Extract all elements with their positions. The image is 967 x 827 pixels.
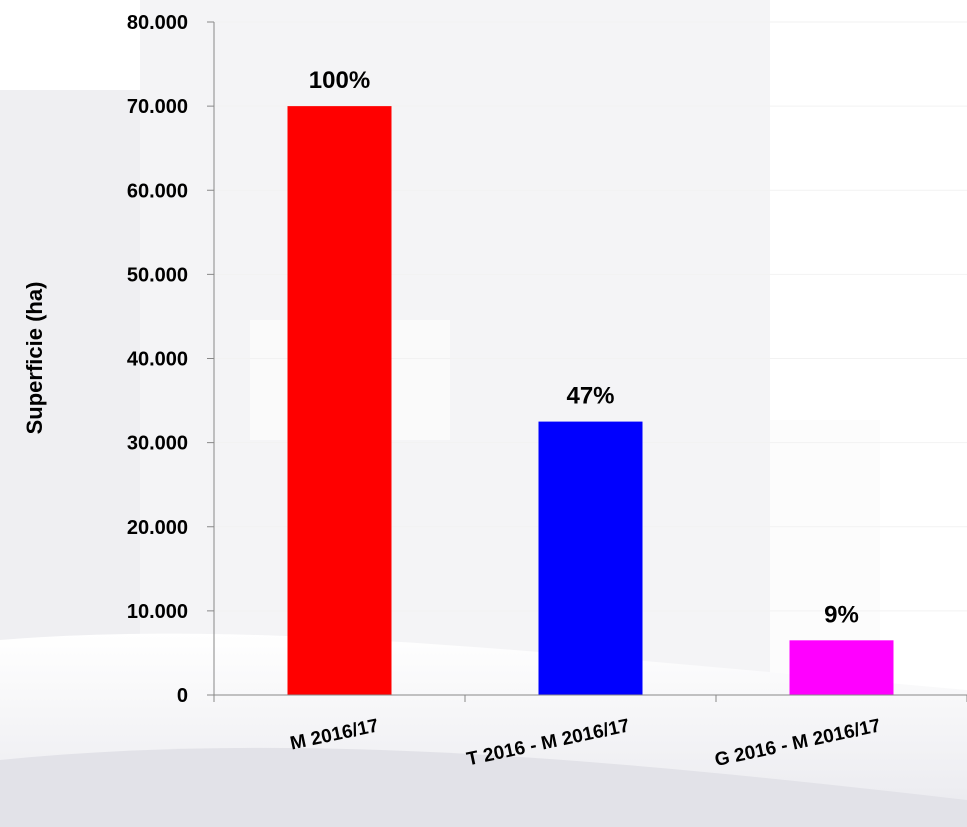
y-tick-label: 60.000 [127,180,188,202]
y-tick-label: 10.000 [127,601,188,623]
y-tick-label: 70.000 [127,96,188,118]
axes [207,21,967,702]
data-label: 47% [566,383,614,410]
y-tick-label: 50.000 [127,264,188,286]
data-label: 100% [309,67,370,94]
bars [287,106,894,695]
data-label: 9% [824,601,859,628]
y-tick-label: 40.000 [127,349,188,371]
y-tick-label: 0 [177,685,188,707]
y-tick-label: 30.000 [127,433,188,455]
bar [287,106,392,695]
y-axis-title: Superficie (ha) [22,282,47,435]
y-tick-label: 20.000 [127,517,188,539]
bar [789,640,894,695]
y-tick-label: 80.000 [127,12,188,34]
bar [538,421,643,695]
